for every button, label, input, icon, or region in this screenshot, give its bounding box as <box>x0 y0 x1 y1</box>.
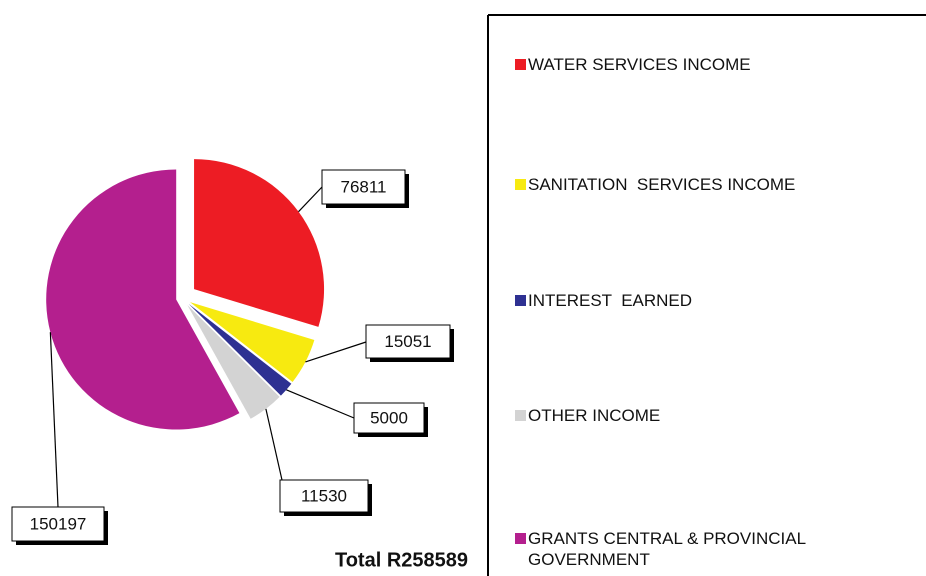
label-box <box>365 324 451 359</box>
pie-slice <box>189 302 315 382</box>
pie-slice <box>46 169 240 430</box>
leader-line <box>305 341 367 363</box>
data-label: 11530 <box>301 486 347 505</box>
pie-slice <box>187 305 280 419</box>
label-box <box>321 169 406 205</box>
leader-line <box>298 186 323 213</box>
data-label: 150197 <box>30 514 87 533</box>
leader-line <box>286 389 355 419</box>
data-label: 5000 <box>370 408 408 427</box>
label-box <box>11 506 105 542</box>
leader-line <box>265 408 283 481</box>
label-box <box>279 479 369 513</box>
pie-slice <box>194 159 325 327</box>
total-annotation: Total R258589 <box>335 549 468 571</box>
pie-slice <box>188 303 292 396</box>
data-label: 15051 <box>384 332 431 351</box>
label-box <box>353 402 425 434</box>
leader-line <box>49 332 59 508</box>
data-label: 76811 <box>340 177 386 196</box>
